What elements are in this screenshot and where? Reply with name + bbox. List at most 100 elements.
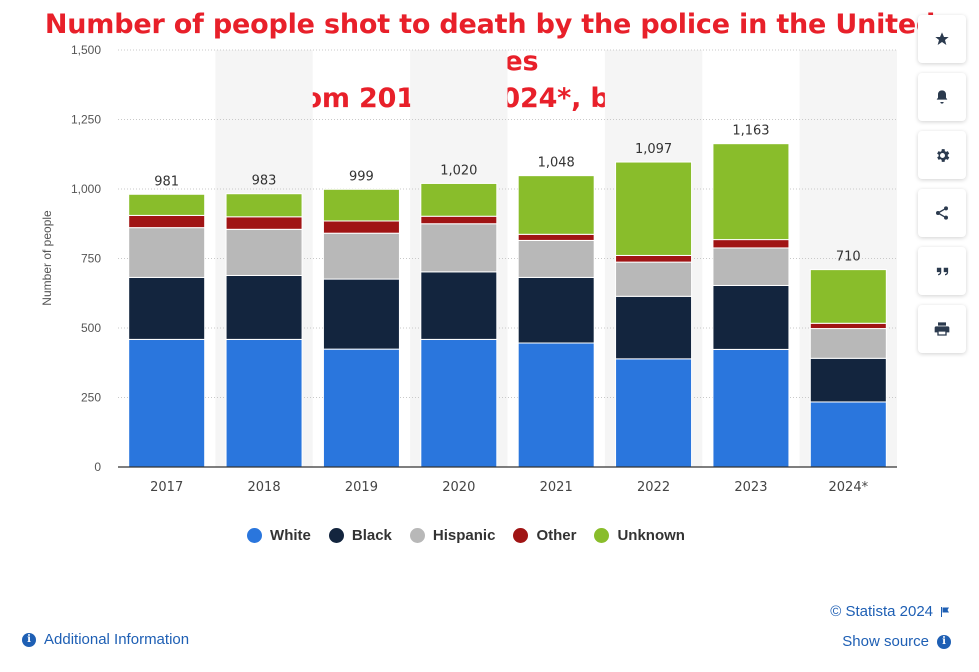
bar-total-label: 981 (154, 174, 179, 189)
legend-item-hispanic[interactable]: Hispanic (409, 527, 496, 544)
x-tick-label: 2020 (442, 480, 475, 495)
bar-segment-hispanic (225, 228, 303, 276)
info-icon: i (22, 632, 36, 647)
bar-segment-black (615, 295, 693, 360)
bar-total-label: 999 (349, 169, 374, 184)
y-tick-label: 1,000 (71, 182, 101, 196)
legend-label: Hispanic (432, 527, 496, 544)
bar-segment-unknown (712, 143, 790, 241)
legend-item-unknown[interactable]: Unknown (594, 527, 685, 544)
bar-segment-hispanic (712, 247, 790, 286)
bar-segment-hispanic (128, 227, 206, 278)
legend-label: White (270, 527, 311, 544)
legend-label: Other (536, 527, 577, 544)
legend-label: Unknown (617, 527, 685, 544)
y-tick-label: 500 (81, 321, 101, 335)
x-tick-label: 2024* (829, 480, 869, 495)
bar-segment-black (420, 271, 498, 340)
bar-segment-black (225, 274, 303, 340)
bar-segment-hispanic (322, 232, 400, 280)
bar-segment-white (615, 358, 693, 468)
legend-item-black[interactable]: Black (328, 527, 392, 544)
bar-total-label: 1,163 (732, 124, 769, 139)
y-tick-label: 0 (94, 460, 101, 474)
gear-icon (936, 148, 949, 162)
favorite-button[interactable] (918, 15, 966, 63)
legend-swatch (247, 528, 263, 543)
print-button[interactable] (918, 305, 966, 353)
bar-segment-unknown (809, 269, 887, 324)
statista-credit-label: © Statista 2024 (830, 603, 933, 620)
x-tick-label: 2021 (540, 480, 573, 495)
bar-total-label: 1,020 (440, 163, 477, 178)
y-tick-label: 250 (81, 391, 101, 405)
legend-item-other[interactable]: Other (513, 527, 576, 544)
bar-segment-black (809, 357, 887, 403)
bar-segment-unknown (128, 193, 206, 216)
bar-segment-other (225, 216, 303, 230)
bar-segment-hispanic (517, 239, 595, 278)
y-tick-label: 1,500 (71, 43, 101, 57)
legend-swatch (513, 528, 529, 543)
show-source-link[interactable]: Show source i (842, 633, 951, 650)
x-tick-label: 2018 (248, 480, 281, 495)
additional-information-link[interactable]: i Additional Information (22, 631, 189, 648)
bar-segment-unknown (517, 175, 595, 235)
bar-segment-other (615, 254, 693, 263)
bar-segment-unknown (225, 193, 303, 218)
legend-swatch (409, 528, 425, 543)
bar-segment-unknown (420, 182, 498, 217)
bar-segment-other (128, 214, 206, 229)
toolbar (918, 15, 966, 363)
bar-segment-other (809, 322, 887, 330)
info-icon: i (937, 634, 951, 649)
y-axis-label: Number of people (40, 210, 54, 306)
bar-segment-hispanic (420, 223, 498, 273)
legend-label: Black (351, 527, 392, 544)
bar-segment-other (517, 233, 595, 241)
x-tick-label: 2023 (734, 480, 767, 495)
settings-button[interactable] (918, 131, 966, 179)
bar-segment-other (420, 215, 498, 225)
star-icon (935, 32, 949, 45)
legend-item-white[interactable]: White (247, 527, 311, 544)
legend-swatch (328, 528, 344, 543)
bar-segment-white (712, 348, 790, 468)
x-tick-label: 2019 (345, 480, 378, 495)
bar-segment-hispanic (809, 328, 887, 359)
bar-segment-other (712, 239, 790, 249)
bell-icon (936, 90, 948, 104)
notification-button[interactable] (918, 73, 966, 121)
bar-segment-other (322, 220, 400, 234)
bar-segment-white (517, 342, 595, 468)
bar-total-label: 1,097 (635, 142, 672, 157)
print-icon (934, 322, 950, 336)
y-tick-label: 1,250 (71, 113, 101, 127)
cite-button[interactable] (918, 247, 966, 295)
bar-segment-white (225, 338, 303, 468)
bar-segment-white (128, 338, 206, 468)
bar-segment-hispanic (615, 261, 693, 297)
chart-title-line1: Number of people shot to death by the po… (44, 9, 936, 77)
bar-segment-unknown (322, 188, 400, 222)
share-button[interactable] (918, 189, 966, 237)
quote-icon (936, 267, 948, 275)
bar-segment-white (322, 348, 400, 468)
bar-segment-black (517, 276, 595, 344)
bar-segment-black (712, 284, 790, 350)
bar-total-label: 710 (836, 250, 861, 265)
additional-information-label: Additional Information (44, 631, 190, 648)
share-icon (936, 206, 948, 220)
bar-segment-white (420, 338, 498, 468)
bar-total-label: 1,048 (538, 156, 575, 171)
show-source-label: Show source (842, 633, 929, 650)
x-tick-label: 2022 (637, 480, 670, 495)
bar-segment-black (322, 278, 400, 350)
bar-segment-unknown (615, 161, 693, 256)
legend-swatch (594, 528, 610, 543)
statista-credit-link[interactable]: © Statista 2024 (830, 603, 951, 620)
bar-segment-white (809, 401, 887, 468)
bar-segment-black (128, 276, 206, 340)
bar-total-label: 983 (252, 174, 277, 189)
